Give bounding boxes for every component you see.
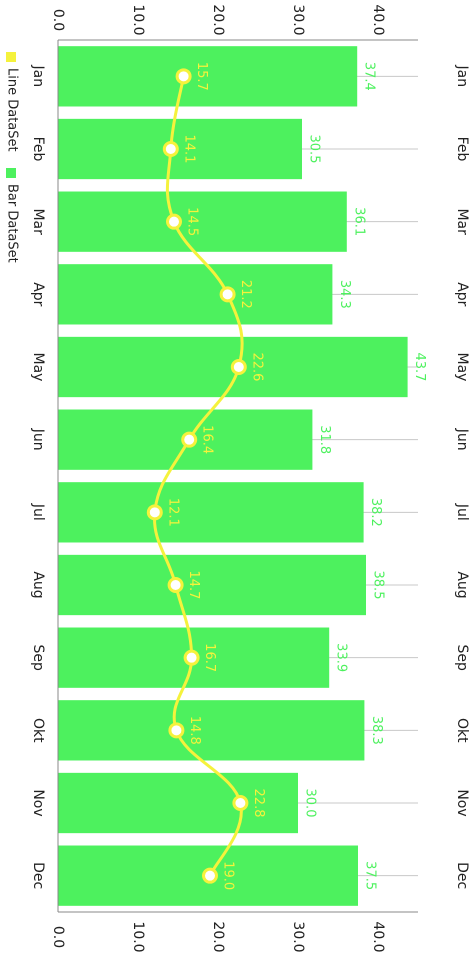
line-point-jan [175,68,192,85]
tick-label-top-40: 40.0 [370,4,386,35]
line-value-label-aug: 14.7 [186,571,201,600]
bar-value-label-apr: 34.3 [337,280,352,309]
line-point-jun [181,431,198,448]
line-point-mar [166,213,182,230]
category-label-right-sep: Sep [454,644,470,671]
category-label-left-sep: Sep [30,644,46,671]
bar-value-label-aug: 38.5 [371,571,386,600]
line-point-nov [232,795,249,811]
line-point-okt [168,722,185,739]
tick-label-top-10: 10.0 [130,4,146,35]
bar-value-label-sep: 33.9 [334,643,349,672]
category-label-left-jul: Jul [30,503,46,521]
bar-value-label-jun: 31.8 [317,425,332,454]
line-value-label-sep: 16.7 [202,643,217,672]
line-series [146,68,249,884]
bar-jan [58,46,358,107]
category-label-right-nov: Nov [454,789,470,816]
line-value-labels: 15.7 14.1 14.5 21.2 22.6 16.4 12.1 14.7 16.7 14.8… [165,62,266,890]
line-value-label-feb: 14.1 [181,135,196,164]
category-label-right-apr: Apr [454,282,470,306]
category-label-left-jan: Jan [30,65,46,88]
bar-nov [58,772,298,834]
bar-value-label-nov: 30.0 [303,789,318,818]
bar-feb [58,118,302,180]
bar-value-label-okt: 38.3 [369,716,384,745]
bar-value-label-jan: 37.4 [362,62,377,91]
bar-jul [58,482,364,543]
line-point-sep [183,649,200,666]
bar-value-label-jul: 38.2 [368,498,383,527]
legend-swatch-line [6,52,16,62]
category-label-right-mar: Mar [454,208,470,235]
line-point-apr [219,286,236,303]
category-label-left-okt: Okt [30,718,46,743]
category-label-left-apr: Apr [30,282,46,306]
bar-apr [58,264,333,325]
category-label-left-feb: Feb [30,137,46,162]
category-label-left-nov: Nov [30,789,46,816]
line-point-feb [162,141,179,157]
category-label-left-mar: Mar [30,208,46,235]
tick-label-bottom-0: 0.0 [50,926,66,948]
category-label-right-may: May [454,353,470,382]
bar-okt [58,700,365,761]
legend-label-bar: Bar DataSet [5,184,20,263]
tick-labels: 0.0 0.0 10.0 10.0 20.0 20.0 30.0 30.0 40.0 40.0 [50,4,386,952]
legend-swatch-bar [6,168,16,178]
axes [57,39,418,913]
tick-label-top-30: 30.0 [290,4,306,35]
bar-value-label-mar: 36.1 [351,207,366,236]
category-label-right-aug: Aug [454,571,470,598]
bar-aug [58,554,366,616]
tick-label-top-20: 20.0 [210,4,226,35]
category-label-right-jan: Jan [454,65,470,88]
category-label-right-jul: Jul [454,503,470,521]
line-value-label-may: 22.6 [249,353,264,382]
line-value-label-apr: 21.2 [238,280,253,309]
legend-label-line: Line DataSet [5,68,20,152]
line-value-label-mar: 14.5 [185,207,200,236]
bar-series [58,46,408,906]
category-label-right-okt: Okt [454,718,470,743]
line-value-label-dec: 19.0 [221,861,236,890]
line-value-label-nov: 22.8 [251,789,266,818]
category-labels: Jan Jan Feb Feb Mar Mar Apr Apr May May Jun Jun Jul J… [30,65,470,890]
tick-label-bottom-30: 30.0 [290,921,306,952]
line-point-aug [167,577,184,593]
category-label-right-jun: Jun [454,428,470,451]
category-label-left-jun: Jun [30,428,46,451]
category-label-left-may: May [30,353,46,382]
line-value-label-okt: 14.8 [187,716,202,745]
tick-label-top-0: 0.0 [50,9,66,31]
line-point-may [230,359,247,375]
category-label-left-dec: Dec [30,862,46,889]
line-value-label-jun: 16.4 [200,425,215,454]
line-value-label-jul: 12.1 [165,498,180,527]
tick-label-bottom-10: 10.0 [130,921,146,952]
line-point-dec [202,867,218,884]
bar-value-label-feb: 30.5 [307,135,322,164]
bar-mar [58,191,347,252]
bar-value-labels: 37.4 30.5 36.1 34.3 43.7 31.8 38.2 38.5 33.9 38.3… [303,62,428,890]
category-label-right-dec: Dec [454,862,470,889]
line-point-jul [146,504,163,521]
bar-value-label-may: 43.7 [412,353,427,382]
category-label-right-feb: Feb [454,137,470,162]
tick-label-bottom-40: 40.0 [370,921,386,952]
bar-value-label-dec: 37.5 [363,861,378,890]
legend: Line DataSet Bar DataSet [5,52,20,263]
tick-label-bottom-20: 20.0 [210,921,226,952]
category-label-left-aug: Aug [30,571,46,598]
line-value-label-jan: 15.7 [194,62,209,91]
